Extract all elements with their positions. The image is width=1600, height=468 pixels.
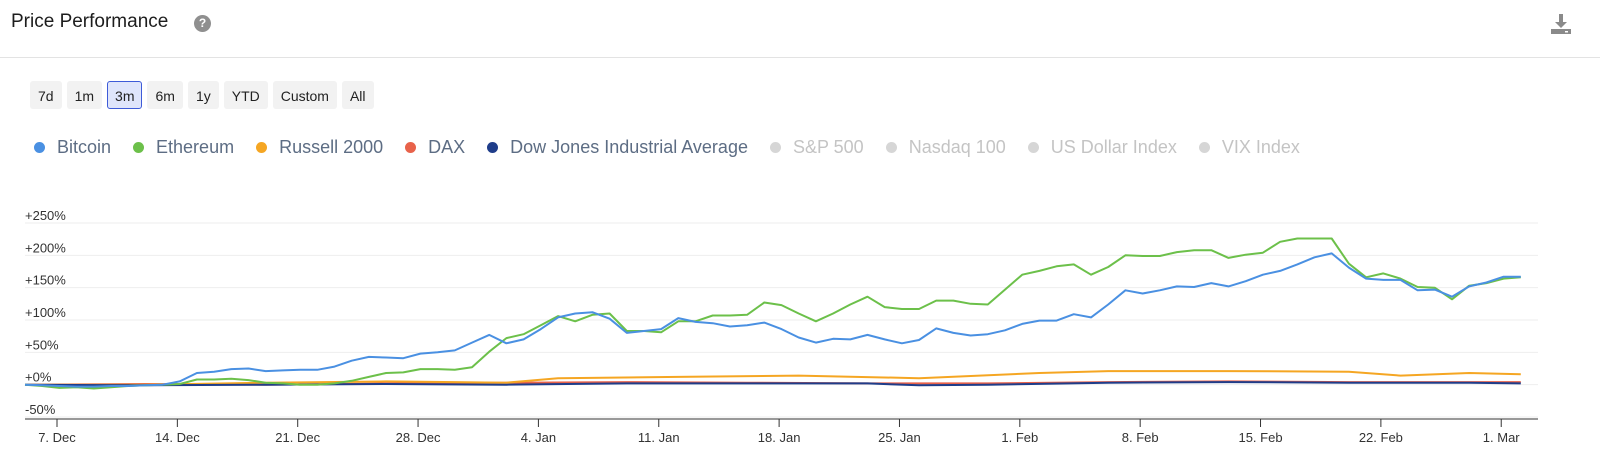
y-tick-label: +100% [25,305,66,320]
chart-legend: Bitcoin Ethereum Russell 2000 DAX Dow Jones … [34,137,1322,158]
x-tick-label: 11. Jan [638,430,680,445]
x-tick-label: 25. Jan [878,430,921,445]
legend-label: Dow Jones Industrial Average [510,137,748,157]
range-button-3m[interactable]: 3m [107,81,143,109]
price-performance-chart: +250% +200% +150% +100% +50% +0% -50% 7. Dec 14.… [24,208,1538,445]
legend-label: Russell 2000 [279,137,384,157]
x-tick-label: 28. Dec [396,430,441,445]
legend-dot-icon [256,142,268,153]
x-tick-label: 15. Feb [1238,430,1282,445]
x-tick-label: 21. Dec [275,430,320,445]
range-button-7d[interactable]: 7d [30,81,62,109]
legend-item-s-p-500[interactable]: S&P 500 [769,137,864,158]
legend-item-dow-jones-industrial-average[interactable]: Dow Jones Industrial Average [487,137,748,158]
legend-dot-icon [885,142,897,153]
series-line-bitcoin [24,252,1521,388]
legend-item-russell-2000[interactable]: Russell 2000 [256,137,383,158]
x-tick-label: 1. Feb [1001,430,1038,445]
legend-label: Ethereum [156,137,235,157]
help-icon[interactable]: ? [194,15,211,32]
range-button-1m[interactable]: 1m [66,81,103,109]
download-icon[interactable] [1549,12,1573,36]
legend-label: US Dollar Index [1050,137,1177,157]
legend-item-dax[interactable]: DAX [405,137,465,158]
y-tick-label: +50% [25,337,59,352]
y-tick-label: +150% [25,273,66,288]
x-tick-label: 8. Feb [1122,430,1159,445]
panel-header: Price Performance ? [0,0,1600,58]
x-tick-label: 4. Jan [521,430,556,445]
x-tick-label: 7. Dec [38,430,76,445]
x-tick-label: 18. Jan [758,430,801,445]
page-title: Price Performance [11,11,169,32]
legend-dot-icon [487,142,499,153]
legend-label: VIX Index [1221,137,1300,157]
grid-lines [25,222,1538,418]
x-tick-label: 14. Dec [155,430,200,445]
range-button-ytd[interactable]: YTD [223,81,268,109]
legend-dot-icon [34,142,45,153]
y-tick-label: -50% [25,402,56,417]
x-tick-label: 22. Feb [1359,430,1403,445]
range-button-all[interactable]: All [341,81,374,109]
y-tick-label: +200% [25,240,66,255]
legend-dot-icon [1198,142,1210,153]
legend-label: Nasdaq 100 [908,137,1006,157]
legend-dot-icon [405,142,417,153]
legend-item-nasdaq-100[interactable]: Nasdaq 100 [885,137,1006,158]
range-button-custom[interactable]: Custom [272,81,337,109]
x-tick-label: 1. Mar [1483,430,1521,445]
legend-item-vix-index[interactable]: VIX Index [1198,137,1300,158]
legend-item-ethereum[interactable]: Ethereum [133,137,234,158]
legend-label: DAX [428,137,466,157]
legend-item-bitcoin[interactable]: Bitcoin [34,137,111,158]
legend-dot-icon [1027,142,1039,153]
y-tick-label: +250% [25,208,66,223]
series-line-ethereum [24,237,1521,390]
legend-label: S&P 500 [792,137,864,157]
y-tick-label: +0% [25,370,52,385]
range-button-1y[interactable]: 1y [187,81,219,109]
axes: +250% +200% +150% +100% +50% +0% -50% 7. Dec 14.… [25,208,1538,445]
legend-label: Bitcoin [57,137,112,157]
legend-dot-icon [769,142,781,153]
legend-dot-icon [133,142,145,153]
legend-item-us-dollar-index[interactable]: US Dollar Index [1027,137,1177,158]
range-button-6m[interactable]: 6m [147,81,183,109]
series-lines [24,237,1521,390]
range-selector: 7d 1m 3m 6m 1y YTD Custom All [30,81,374,109]
